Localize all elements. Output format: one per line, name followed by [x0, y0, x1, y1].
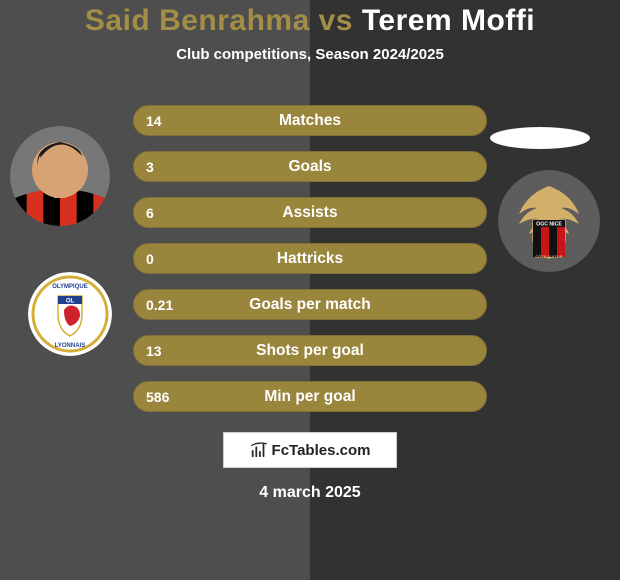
- subtitle: Club competitions, Season 2024/2025: [176, 46, 444, 63]
- stat-value-left: 6: [146, 205, 154, 221]
- date: 4 march 2025: [259, 484, 360, 502]
- page-title: Said Benrahma vs Terem Moffi: [85, 4, 535, 38]
- stat-value-left: 14: [146, 113, 162, 129]
- stat-label: Goals per match: [134, 296, 486, 314]
- stat-value-left: 586: [146, 389, 169, 405]
- stats-list: 14Matches3Goals6Assists0Hattricks0.21Goa…: [133, 105, 487, 412]
- title-left-player: Said Benrahma vs: [85, 4, 362, 37]
- stat-value-left: 3: [146, 159, 154, 175]
- stat-label: Hattricks: [134, 250, 486, 268]
- stat-label: Goals: [134, 158, 486, 176]
- content-column: Said Benrahma vs Terem Moffi Club compet…: [0, 0, 620, 580]
- stat-row: 13Shots per goal: [133, 335, 487, 366]
- title-right-player: Terem Moffi: [362, 4, 535, 37]
- stat-row: 0Hattricks: [133, 243, 487, 274]
- stat-label: Assists: [134, 204, 486, 222]
- stat-label: Matches: [134, 112, 486, 130]
- source-logo: FcTables.com: [223, 432, 397, 468]
- stat-row: 14Matches: [133, 105, 487, 136]
- stat-value-left: 0: [146, 251, 154, 267]
- bars-icon: [250, 441, 268, 459]
- stat-row: 0.21Goals per match: [133, 289, 487, 320]
- stat-value-left: 13: [146, 343, 162, 359]
- stat-label: Shots per goal: [134, 342, 486, 360]
- stat-row: 3Goals: [133, 151, 487, 182]
- stat-row: 586Min per goal: [133, 381, 487, 412]
- stat-row: 6Assists: [133, 197, 487, 228]
- stat-value-left: 0.21: [146, 297, 173, 313]
- stat-label: Min per goal: [134, 388, 486, 406]
- logo-text: FcTables.com: [272, 442, 371, 459]
